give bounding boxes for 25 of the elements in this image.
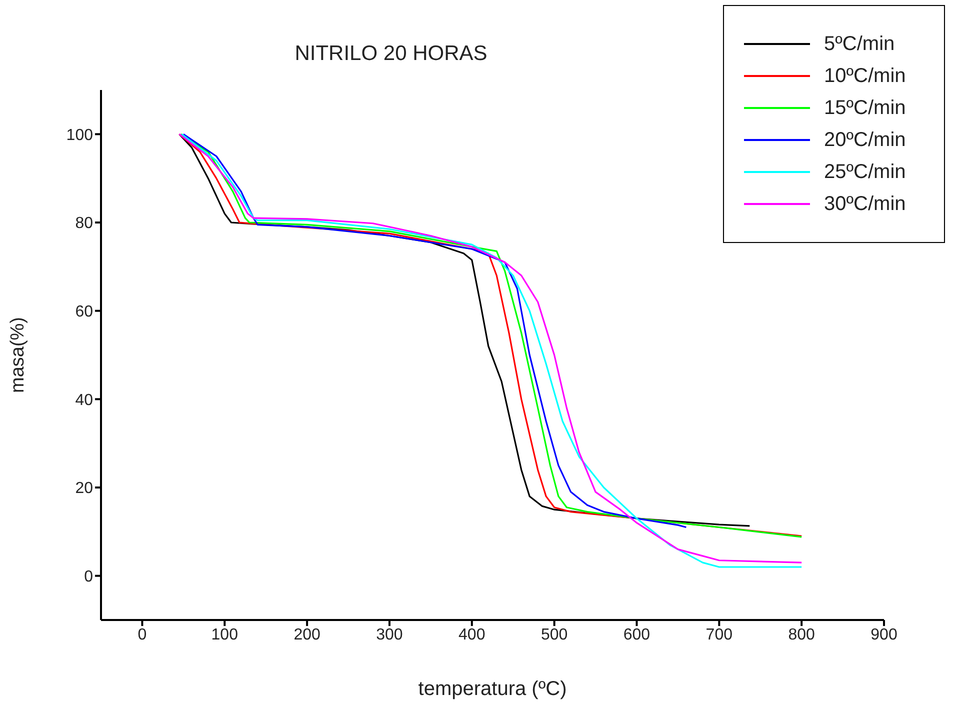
y-tick-label: 100: [66, 126, 94, 144]
x-tick-label: 600: [623, 626, 650, 644]
y-tick-label: 0: [84, 568, 94, 586]
legend-label: 5ºC/min: [824, 32, 895, 56]
x-tick-label: 400: [458, 626, 486, 644]
y-tick-label: 60: [75, 304, 94, 321]
x-tick-label: 700: [706, 626, 733, 644]
y-tick-label: 20: [75, 480, 94, 498]
y-tick-label: 80: [75, 215, 94, 232]
x-tick-label: 200: [294, 626, 320, 644]
chart-title: NITRILO 20 HORAS: [294, 42, 488, 66]
y-axis-title: masa(%): [8, 316, 29, 394]
x-tick-label: 800: [788, 626, 816, 644]
y-tick-label: 40: [75, 392, 94, 409]
legend-label: 20ºC/min: [824, 128, 906, 152]
x-axis-title: temperatura (ºC): [418, 678, 567, 700]
x-tick-label: 100: [211, 626, 238, 644]
x-tick-label: 500: [540, 626, 568, 644]
legend-label: 30ºC/min: [824, 192, 906, 216]
x-tick-label: 900: [870, 626, 898, 644]
legend-label: 10ºC/min: [824, 64, 906, 88]
x-tick-label: 300: [376, 626, 403, 644]
legend-label: 25ºC/min: [824, 160, 906, 184]
x-tick-label: 0: [138, 626, 147, 644]
legend-label: 15ºC/min: [824, 96, 906, 120]
